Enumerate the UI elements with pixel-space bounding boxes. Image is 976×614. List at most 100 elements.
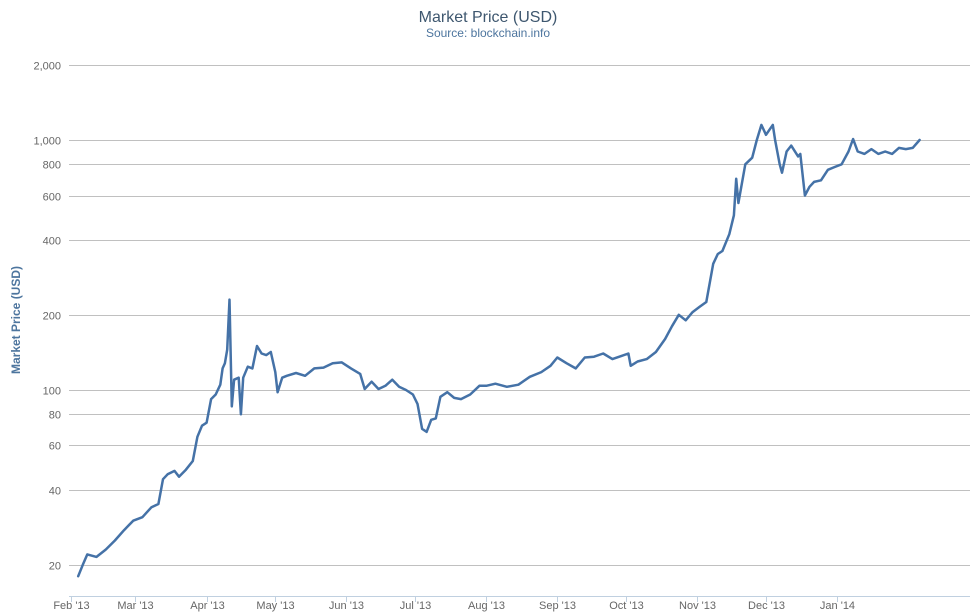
data-point — [192, 460, 194, 462]
data-point — [517, 383, 520, 386]
data-point — [416, 403, 419, 405]
y-tick-label: 400 — [43, 236, 61, 248]
data-point — [313, 367, 316, 370]
data-point — [224, 362, 226, 365]
data-point — [733, 214, 735, 217]
x-tick-label: Jan '14 — [820, 600, 855, 612]
data-point — [384, 385, 387, 387]
data-point — [260, 352, 263, 355]
data-point — [460, 398, 462, 400]
y-tick-label: 20 — [49, 561, 61, 573]
data-point — [377, 388, 380, 390]
data-point — [469, 393, 472, 396]
data-point — [808, 186, 811, 188]
data-point — [233, 378, 235, 381]
data-point — [240, 413, 242, 416]
data-point — [540, 371, 543, 373]
grid-lines — [69, 65, 970, 566]
data-point — [691, 311, 694, 313]
data-point — [214, 393, 217, 396]
data-point — [671, 325, 673, 328]
data-point — [123, 529, 125, 531]
data-point — [359, 373, 362, 375]
data-point — [797, 155, 799, 158]
data-point — [166, 473, 169, 476]
data-point — [760, 124, 763, 126]
data-point — [629, 365, 632, 367]
y-tick-label: 200 — [43, 311, 61, 323]
data-point — [196, 436, 199, 438]
data-point — [728, 233, 731, 235]
data-point — [751, 156, 753, 159]
data-point — [712, 263, 714, 265]
data-point — [781, 171, 783, 174]
data-point — [891, 153, 893, 155]
y-axis-ticks: 20 40 60 80 100 200 400 600 800 1,000 2,000 — [33, 61, 61, 573]
data-point — [421, 428, 423, 430]
data-point — [705, 301, 708, 303]
data-point — [790, 144, 792, 147]
y-tick-label: 100 — [43, 386, 61, 398]
chart-title: Market Price (USD) — [419, 9, 558, 26]
data-point — [620, 355, 623, 357]
data-point — [150, 506, 153, 509]
data-point — [905, 148, 907, 150]
data-point — [114, 539, 116, 542]
data-point — [221, 367, 224, 370]
data-point — [756, 139, 758, 141]
x-axis: Feb '13 Mar '13 Apr '13 May '13 Jun '13 Jul '… — [53, 596, 970, 612]
data-point — [506, 386, 508, 388]
data-point — [162, 478, 164, 481]
x-tick-label: Jun '13 — [329, 600, 364, 612]
data-point — [453, 397, 456, 399]
data-point — [363, 388, 366, 390]
data-point — [772, 124, 774, 126]
data-point — [201, 424, 203, 427]
data-point — [446, 391, 449, 394]
y-tick-label: 600 — [43, 192, 61, 204]
data-point — [242, 376, 244, 379]
data-point — [645, 358, 648, 360]
data-point — [478, 385, 481, 387]
y-axis-label: Market Price (USD) — [9, 266, 23, 374]
data-point — [717, 253, 719, 255]
data-point — [852, 138, 854, 140]
y-tick-label: 40 — [49, 486, 61, 498]
data-point — [856, 150, 859, 153]
data-point — [86, 553, 89, 556]
data-point — [173, 470, 176, 472]
data-point — [655, 351, 657, 353]
data-point — [274, 371, 277, 373]
data-point — [231, 405, 233, 408]
data-point — [918, 139, 921, 141]
data-point — [911, 147, 914, 149]
chart-subtitle: Source: blockchain.info — [426, 26, 550, 40]
data-point — [813, 181, 815, 183]
data-point — [778, 163, 781, 166]
data-point — [827, 169, 829, 171]
data-point — [82, 564, 84, 566]
data-point — [820, 179, 822, 182]
data-point — [341, 361, 343, 364]
data-point — [295, 372, 297, 374]
data-point — [281, 376, 284, 379]
x-tick-label: Jul '13 — [400, 600, 431, 612]
data-point — [210, 398, 212, 400]
data-point — [304, 375, 306, 377]
data-point — [785, 150, 788, 153]
data-point — [430, 419, 433, 421]
x-tick-label: Feb '13 — [53, 600, 89, 612]
data-point — [391, 378, 394, 381]
x-tick-label: Aug '13 — [468, 600, 505, 612]
y-tick-label: 1,000 — [33, 136, 61, 148]
data-point — [584, 356, 586, 359]
x-tick-label: Sep '13 — [539, 600, 576, 612]
data-point — [565, 362, 568, 365]
data-point — [863, 153, 866, 155]
data-point — [141, 516, 144, 518]
data-point — [847, 150, 850, 153]
data-point — [877, 153, 880, 155]
x-tick-label: Dec '13 — [748, 600, 785, 612]
data-point — [833, 166, 836, 168]
